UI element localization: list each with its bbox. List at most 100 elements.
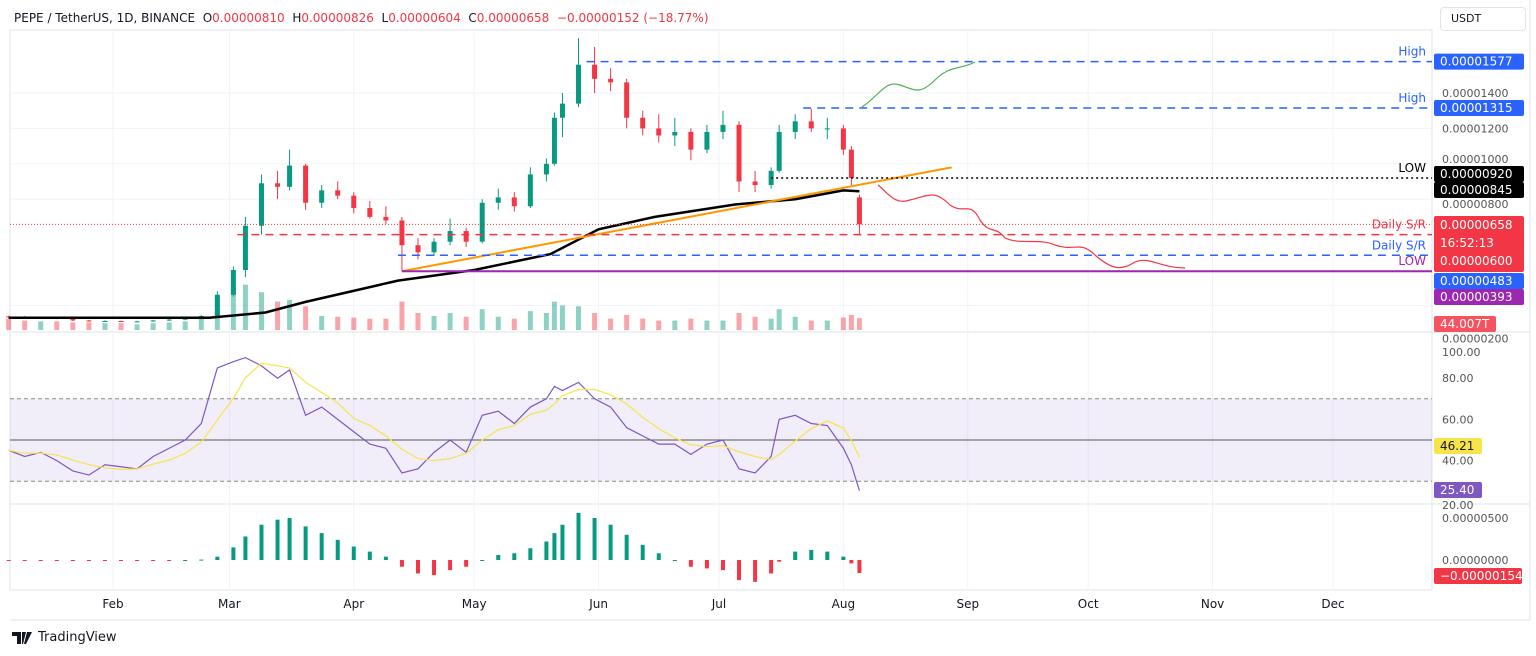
volume-bar [287, 299, 293, 330]
candle-body [86, 320, 92, 322]
volume-bar [576, 306, 582, 330]
macd-histogram-bar [54, 560, 59, 561]
candle-body [792, 121, 798, 132]
candle-body [303, 165, 309, 203]
macd-histogram-bar [231, 547, 236, 560]
rsi-ma-badge-bg [1434, 438, 1482, 454]
volume-bar [704, 320, 710, 330]
macd-histogram-bar [303, 526, 308, 560]
candle-body [672, 131, 678, 136]
volume-bar [840, 317, 846, 330]
candle-body [559, 103, 565, 118]
candle-body [431, 241, 437, 253]
volume-bar [319, 315, 325, 330]
candle-body [230, 270, 236, 295]
macd-histogram-bar [560, 524, 565, 560]
volume-bar [752, 316, 758, 330]
volume-bar [463, 316, 469, 330]
macd-histogram-bar [753, 560, 758, 582]
level-price-badge-bg [1434, 53, 1524, 70]
macd-histogram-bar [135, 560, 140, 561]
low-value: 0.00000604 [388, 11, 461, 25]
bar-countdown-label: 16:52:13 [1440, 236, 1494, 250]
volume-bar [54, 321, 60, 330]
level-price-badge-bg [1434, 273, 1524, 289]
volume-bar [70, 322, 76, 330]
macd-histogram-bar [688, 560, 693, 567]
candle-body [383, 216, 389, 221]
volume-bar [38, 321, 44, 330]
volume-bar [431, 315, 437, 330]
candle-body [592, 64, 598, 79]
volume-bar [776, 309, 782, 330]
candle-body [824, 128, 830, 130]
candle-body [102, 320, 108, 322]
candle-body [70, 318, 76, 321]
macd-histogram-bar [576, 512, 581, 560]
macd-histogram-bar [6, 560, 11, 561]
candle-body [511, 197, 517, 207]
macd-histogram-bar [243, 536, 248, 560]
macd-histogram-bar [102, 560, 107, 561]
ma200-price-badge: 0.00000845 [1440, 183, 1513, 197]
candle-body [736, 124, 742, 182]
macd-histogram-bar [825, 551, 830, 560]
tradingview-icon [12, 631, 32, 644]
macd-histogram-bar [464, 560, 469, 567]
volume-bar [495, 316, 501, 330]
high-value: 0.00000826 [301, 11, 374, 25]
volume-bar [736, 312, 742, 330]
price-tick-label: 0.00001000 [1442, 153, 1508, 166]
rsi-badge-bg [1434, 482, 1482, 498]
macd-histogram-bar [640, 544, 645, 560]
volume-bar [592, 312, 598, 330]
candle-body [624, 82, 630, 118]
macd-histogram-bar [656, 553, 661, 560]
candle-body [576, 64, 582, 104]
macd-tick-label: 0.00000500 [1442, 512, 1508, 525]
volume-bar [768, 318, 774, 330]
month-tick-label: Apr [343, 597, 364, 611]
macd-histogram-bar [119, 560, 124, 561]
macd-histogram-bar [528, 548, 533, 560]
macd-histogram-bar [259, 524, 264, 560]
level-label: High [1398, 45, 1426, 59]
volume-badge-bg [1434, 316, 1496, 332]
candle-body [134, 321, 140, 323]
month-tick-label: Jun [588, 597, 608, 611]
volume-bar [182, 321, 188, 330]
volume-bar [640, 318, 646, 330]
close-value: 0.00000658 [476, 11, 550, 25]
macd-histogram-bar [737, 560, 742, 581]
volume-bar [415, 312, 421, 330]
candle-body [447, 231, 453, 242]
macd-histogram-bar [335, 539, 340, 560]
candle-body [808, 121, 814, 129]
tradingview-logo: TradingView [12, 630, 117, 645]
ma200-price-badge-bg [1434, 181, 1524, 198]
currency-button[interactable]: USDT [1440, 7, 1526, 31]
symbol-legend: PEPE / TetherUS, 1D, BINANCE O0.00000810… [14, 11, 709, 25]
candle-body [287, 165, 293, 187]
macd-histogram-bar [793, 551, 798, 560]
candle-body [319, 190, 325, 203]
volume-bar [118, 323, 124, 330]
candle-body [608, 78, 614, 83]
last-price-badge-bg [1434, 216, 1524, 272]
macd-histogram-bar [496, 554, 501, 560]
month-tick-label: Jul [711, 597, 726, 611]
candle-body [752, 181, 758, 186]
rsi-tick-label: 40.00 [1442, 455, 1474, 468]
macd-histogram-bar [512, 553, 517, 560]
level-price-badge: 0.00001577 [1440, 55, 1513, 69]
month-tick-label: Feb [102, 597, 123, 611]
month-tick-label: Nov [1201, 597, 1224, 611]
macd-histogram-bar [672, 560, 677, 561]
rsi-tick-label: 60.00 [1442, 413, 1474, 426]
rsi-ma-line [8, 362, 860, 470]
volume-bar [242, 284, 248, 330]
level-label: High [1398, 91, 1426, 105]
volume-bar [335, 316, 341, 330]
open-value: 0.00000810 [212, 11, 285, 25]
